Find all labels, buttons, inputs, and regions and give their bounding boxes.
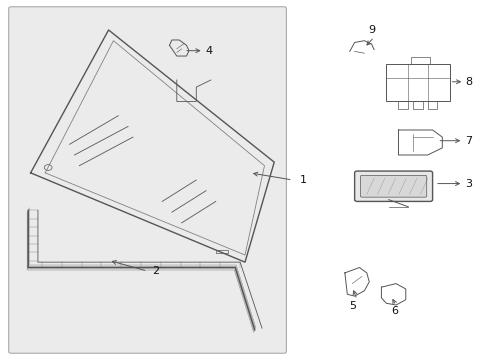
Text: 5: 5 xyxy=(350,301,357,311)
Bar xyxy=(386,64,450,102)
Bar xyxy=(428,102,438,109)
FancyBboxPatch shape xyxy=(355,171,433,202)
Text: 4: 4 xyxy=(205,46,212,56)
FancyBboxPatch shape xyxy=(361,175,427,197)
Bar xyxy=(398,102,408,109)
Text: 8: 8 xyxy=(466,77,473,87)
Text: 2: 2 xyxy=(152,266,160,276)
Text: 3: 3 xyxy=(465,179,472,189)
Bar xyxy=(411,57,430,64)
Text: 1: 1 xyxy=(299,175,307,185)
FancyBboxPatch shape xyxy=(9,7,287,353)
Text: 9: 9 xyxy=(368,25,375,35)
Text: 6: 6 xyxy=(392,306,398,316)
Text: 7: 7 xyxy=(465,136,472,146)
Bar xyxy=(216,250,228,253)
Bar xyxy=(413,102,423,109)
